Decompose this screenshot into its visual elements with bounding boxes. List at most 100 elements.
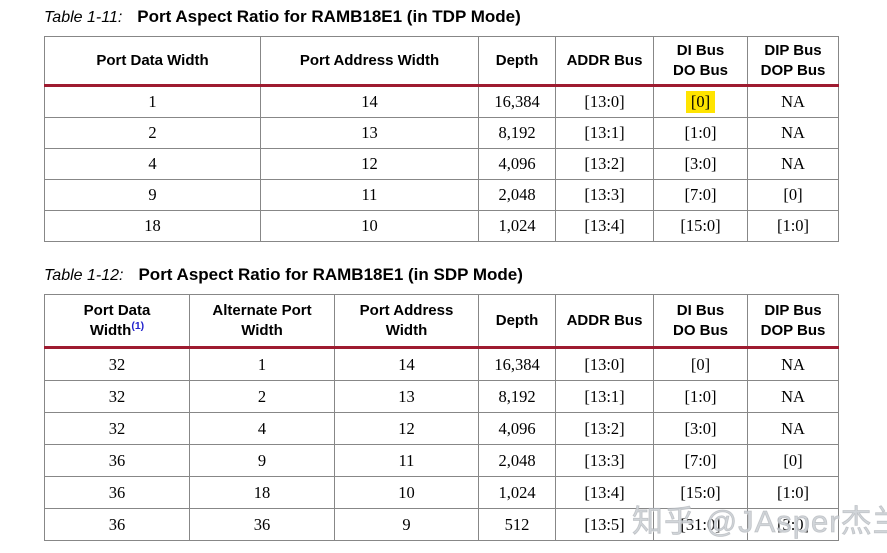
cell: 14 xyxy=(260,85,479,118)
col-header-port-address-width: Port Address Width xyxy=(334,294,479,349)
table-row: 9 11 2,048 [13:3] [7:0] [0] xyxy=(44,179,839,211)
table-caption-title: Port Aspect Ratio for RAMB18E1 (in SDP M… xyxy=(138,265,523,284)
table-caption-label: Table 1-12: xyxy=(44,267,124,284)
cell: 2,048 xyxy=(478,444,556,477)
table-row: 2 13 8,192 [13:1] [1:0] NA xyxy=(44,117,839,149)
cell: [0] xyxy=(653,347,748,381)
cell: [13:5] xyxy=(555,508,654,541)
col-header-di-do-bus: DI Bus DO Bus xyxy=(653,36,748,87)
cell: 18 xyxy=(189,476,335,509)
table-row: 1 14 16,384 [13:0] [0] NA xyxy=(44,85,839,118)
cell: 1 xyxy=(189,347,335,381)
cell: 1,024 xyxy=(478,476,556,509)
cell: [13:0] xyxy=(555,347,654,381)
header-row: Port Data Width Port Address Width Depth… xyxy=(44,36,839,87)
cell: 10 xyxy=(260,210,479,242)
cell: 512 xyxy=(478,508,556,541)
cell: 32 xyxy=(44,412,190,445)
footnote-1-link[interactable]: (1) xyxy=(131,319,145,332)
cell: 2,048 xyxy=(478,179,556,211)
col-header-port-data-width: Port Data Width(1) xyxy=(44,294,190,349)
col-header-addr-bus: ADDR Bus xyxy=(555,36,654,87)
cell: [0] xyxy=(653,85,748,118)
cell: [13:2] xyxy=(555,412,654,445)
cell: 36 xyxy=(44,476,190,509)
cell: 4 xyxy=(44,148,261,180)
cell: NA xyxy=(747,85,839,118)
col-header-port-address-width: Port Address Width xyxy=(260,36,479,87)
cell: 9 xyxy=(189,444,335,477)
cell: 12 xyxy=(334,412,479,445)
cell: 36 xyxy=(189,508,335,541)
col-header-dip-dop-bus: DIP Bus DOP Bus xyxy=(747,36,839,87)
cell: 1,024 xyxy=(478,210,556,242)
table-1-12-caption: Table 1-12: Port Aspect Ratio for RAMB18E… xyxy=(44,265,523,285)
col-header-di-do-bus: DI Bus DO Bus xyxy=(653,294,748,349)
cell: 4,096 xyxy=(478,412,556,445)
table-caption-label: Table 1-11: xyxy=(44,9,123,26)
cell: 16,384 xyxy=(478,85,556,118)
cell: [0] xyxy=(747,444,839,477)
cell: 13 xyxy=(260,117,479,149)
cell: [7:0] xyxy=(653,444,748,477)
highlighted-value: [0] xyxy=(685,91,716,113)
table-caption-title: Port Aspect Ratio for RAMB18E1 (in TDP M… xyxy=(137,7,521,26)
table-row: 32 4 12 4,096 [13:2] [3:0] NA xyxy=(44,412,839,445)
col-header-dip-dop-bus: DIP Bus DOP Bus xyxy=(747,294,839,349)
table-1-11-caption: Table 1-11: Port Aspect Ratio for RAMB18E… xyxy=(44,7,521,27)
cell: [13:2] xyxy=(555,148,654,180)
cell: 2 xyxy=(44,117,261,149)
cell: 32 xyxy=(44,347,190,381)
cell: [7:0] xyxy=(653,179,748,211)
cell: 2 xyxy=(189,380,335,413)
col-header-depth: Depth xyxy=(478,36,556,87)
cell: NA xyxy=(747,117,839,149)
header-row: Port Data Width(1) Alternate Port Width … xyxy=(44,294,839,349)
cell: [13:3] xyxy=(555,444,654,477)
cell: 32 xyxy=(44,380,190,413)
cell: 1 xyxy=(44,85,261,118)
cell: [3:0] xyxy=(747,508,839,541)
cell: [15:0] xyxy=(653,210,748,242)
table-row: 32 1 14 16,384 [13:0] [0] NA xyxy=(44,347,839,381)
table-row: 36 18 10 1,024 [13:4] [15:0] [1:0] xyxy=(44,476,839,509)
cell: 11 xyxy=(334,444,479,477)
cell: [3:0] xyxy=(653,412,748,445)
cell: NA xyxy=(747,148,839,180)
col-header-alternate-port-width: Alternate Port Width xyxy=(189,294,335,349)
cell: 9 xyxy=(334,508,479,541)
table-row: 36 9 11 2,048 [13:3] [7:0] [0] xyxy=(44,444,839,477)
cell: 12 xyxy=(260,148,479,180)
cell: 4 xyxy=(189,412,335,445)
cell: [13:0] xyxy=(555,85,654,118)
cell: [3:0] xyxy=(653,148,748,180)
cell: 13 xyxy=(334,380,479,413)
cell: 8,192 xyxy=(478,380,556,413)
col-header-text: Port Data Width xyxy=(83,302,151,339)
cell: NA xyxy=(747,347,839,381)
cell: [0] xyxy=(747,179,839,211)
cell: NA xyxy=(747,380,839,413)
table-1-11: Port Data Width Port Address Width Depth… xyxy=(44,36,839,242)
cell: 36 xyxy=(44,508,190,541)
cell: [13:4] xyxy=(555,476,654,509)
col-header-port-data-width: Port Data Width xyxy=(44,36,261,87)
cell: [1:0] xyxy=(747,210,839,242)
cell: 18 xyxy=(44,210,261,242)
table-row: 36 36 9 512 [13:5] [31:0] [3:0] xyxy=(44,508,839,541)
cell: 14 xyxy=(334,347,479,381)
cell: [13:3] xyxy=(555,179,654,211)
cell: [1:0] xyxy=(747,476,839,509)
table-row: 32 2 13 8,192 [13:1] [1:0] NA xyxy=(44,380,839,413)
cell: [31:0] xyxy=(653,508,748,541)
cell: [13:1] xyxy=(555,380,654,413)
col-header-depth: Depth xyxy=(478,294,556,349)
cell: [13:4] xyxy=(555,210,654,242)
cell: 4,096 xyxy=(478,148,556,180)
cell: [1:0] xyxy=(653,117,748,149)
cell: 10 xyxy=(334,476,479,509)
cell: 9 xyxy=(44,179,261,211)
cell: [15:0] xyxy=(653,476,748,509)
col-header-addr-bus: ADDR Bus xyxy=(555,294,654,349)
